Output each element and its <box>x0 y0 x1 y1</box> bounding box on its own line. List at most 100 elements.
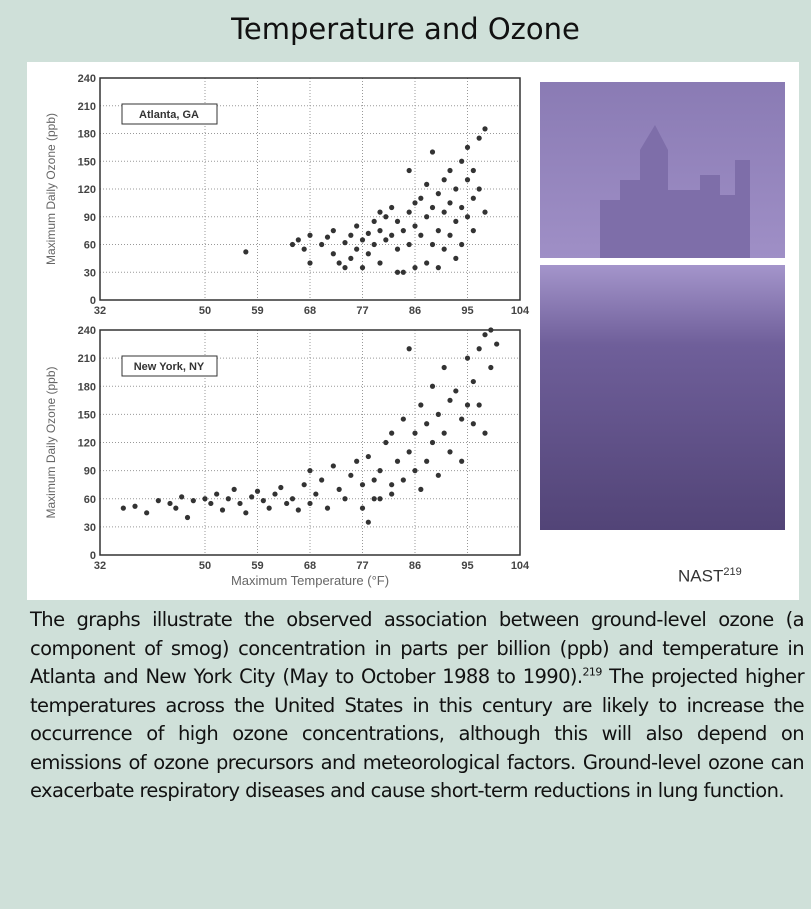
x-tick-label: 86 <box>409 560 421 572</box>
point <box>267 506 272 511</box>
point <box>447 398 452 403</box>
point <box>296 507 301 512</box>
point <box>372 219 377 224</box>
x-tick-label: 68 <box>304 305 316 317</box>
point <box>447 200 452 205</box>
point <box>290 242 295 247</box>
point <box>366 454 371 459</box>
y-tick-label: 240 <box>78 325 96 337</box>
x-tick-label: 32 <box>94 305 106 317</box>
point <box>424 459 429 464</box>
y-tick-label: 90 <box>84 466 96 478</box>
point <box>424 260 429 265</box>
point <box>214 491 219 496</box>
point <box>226 496 231 501</box>
point <box>342 240 347 245</box>
point <box>243 249 248 254</box>
y-axis-label: Maximum Daily Ozone (ppb) <box>44 366 58 518</box>
point <box>389 491 394 496</box>
point <box>418 487 423 492</box>
point <box>255 489 260 494</box>
point <box>471 379 476 384</box>
point <box>447 233 452 238</box>
point <box>412 431 417 436</box>
y-axis-label: Maximum Daily Ozone (ppb) <box>44 113 58 265</box>
caption: The graphs illustrate the observed assoc… <box>30 606 804 806</box>
point <box>389 482 394 487</box>
point <box>173 506 178 511</box>
point <box>202 496 207 501</box>
point <box>220 507 225 512</box>
point <box>179 494 184 499</box>
point <box>412 468 417 473</box>
point <box>354 223 359 228</box>
point <box>372 242 377 247</box>
point <box>453 388 458 393</box>
point <box>348 473 353 478</box>
point <box>442 247 447 252</box>
point <box>360 265 365 270</box>
caption-ref: 219 <box>583 666 602 679</box>
photo-new-york <box>540 265 785 530</box>
point <box>488 365 493 370</box>
y-tick-label: 60 <box>84 494 96 506</box>
y-tick-label: 210 <box>78 101 96 113</box>
point <box>401 416 406 421</box>
point <box>377 260 382 265</box>
point <box>395 219 400 224</box>
y-tick-label: 30 <box>84 522 96 534</box>
point <box>191 498 196 503</box>
point <box>395 270 400 275</box>
point <box>360 482 365 487</box>
point <box>395 247 400 252</box>
point <box>366 520 371 525</box>
point <box>430 205 435 210</box>
point <box>331 228 336 233</box>
point <box>377 468 382 473</box>
point <box>290 496 295 501</box>
point <box>407 168 412 173</box>
point <box>436 191 441 196</box>
point <box>436 473 441 478</box>
point <box>307 501 312 506</box>
x-tick-label: 95 <box>461 305 473 317</box>
x-tick-label: 68 <box>304 560 316 572</box>
point <box>313 491 318 496</box>
y-tick-label: 60 <box>84 240 96 252</box>
x-tick-label: 86 <box>409 305 421 317</box>
point <box>459 416 464 421</box>
point <box>395 459 400 464</box>
point <box>453 186 458 191</box>
annotation: Atlanta, GA <box>139 109 199 121</box>
point <box>412 223 417 228</box>
point <box>482 431 487 436</box>
point <box>418 233 423 238</box>
point <box>430 149 435 154</box>
point <box>407 210 412 215</box>
point <box>436 265 441 270</box>
point <box>337 260 342 265</box>
point <box>436 228 441 233</box>
credit-text: NAST <box>678 567 723 586</box>
annotation: New York, NY <box>134 361 205 373</box>
point <box>121 506 126 511</box>
point <box>354 459 359 464</box>
point <box>471 228 476 233</box>
x-tick-label: 77 <box>356 560 368 572</box>
point <box>383 214 388 219</box>
credit-ref: 219 <box>723 566 741 578</box>
y-tick-label: 30 <box>84 267 96 279</box>
point <box>342 496 347 501</box>
x-axis-label: Maximum Temperature (°F) <box>231 573 389 588</box>
point <box>272 491 277 496</box>
y-tick-label: 180 <box>78 381 96 393</box>
point <box>447 168 452 173</box>
point <box>132 504 137 509</box>
y-tick-label: 120 <box>78 184 96 196</box>
point <box>389 205 394 210</box>
point <box>465 177 470 182</box>
point <box>471 168 476 173</box>
point <box>185 515 190 520</box>
point <box>482 210 487 215</box>
point <box>459 205 464 210</box>
